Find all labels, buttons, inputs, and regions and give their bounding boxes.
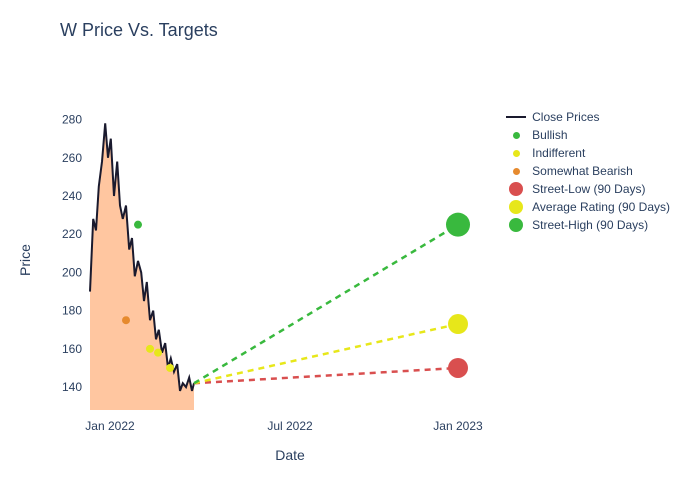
svg-text:Date: Date	[275, 447, 305, 463]
legend-label: Close Prices	[532, 110, 599, 124]
legend-label: Bullish	[532, 128, 567, 142]
chart-legend: Close Prices Bullish Indifferent Somewha…	[506, 110, 670, 236]
svg-text:Price: Price	[17, 244, 33, 276]
price-targets-chart: W Price Vs. Targets 14016018020022024026…	[0, 0, 700, 500]
legend-label: Average Rating (90 Days)	[532, 200, 670, 214]
legend-average-rating[interactable]: Average Rating (90 Days)	[506, 200, 670, 214]
legend-bullish[interactable]: Bullish	[506, 128, 670, 142]
legend-label: Street-Low (90 Days)	[532, 182, 645, 196]
legend-somewhat-bearish[interactable]: Somewhat Bearish	[506, 164, 670, 178]
legend-label: Somewhat Bearish	[532, 164, 633, 178]
svg-text:220: 220	[62, 227, 82, 241]
svg-text:Jan 2022: Jan 2022	[85, 419, 135, 433]
svg-text:160: 160	[62, 342, 82, 356]
svg-text:180: 180	[62, 304, 82, 318]
legend-street-high[interactable]: Street-High (90 Days)	[506, 218, 670, 232]
chart-svg: 140 160 180 200 220 240 260 280 Jan 2022 Jul 2022…	[0, 0, 700, 500]
svg-text:280: 280	[62, 113, 82, 127]
svg-text:Jul 2022: Jul 2022	[267, 419, 313, 433]
legend-label: Street-High (90 Days)	[532, 218, 648, 232]
legend-close-prices[interactable]: Close Prices	[506, 110, 670, 124]
legend-street-low[interactable]: Street-Low (90 Days)	[506, 182, 670, 196]
legend-indifferent[interactable]: Indifferent	[506, 146, 670, 160]
svg-text:200: 200	[62, 265, 82, 279]
svg-text:240: 240	[62, 189, 82, 203]
svg-text:Jan 2023: Jan 2023	[433, 419, 483, 433]
svg-text:260: 260	[62, 151, 82, 165]
legend-label: Indifferent	[532, 146, 585, 160]
svg-text:140: 140	[62, 380, 82, 394]
